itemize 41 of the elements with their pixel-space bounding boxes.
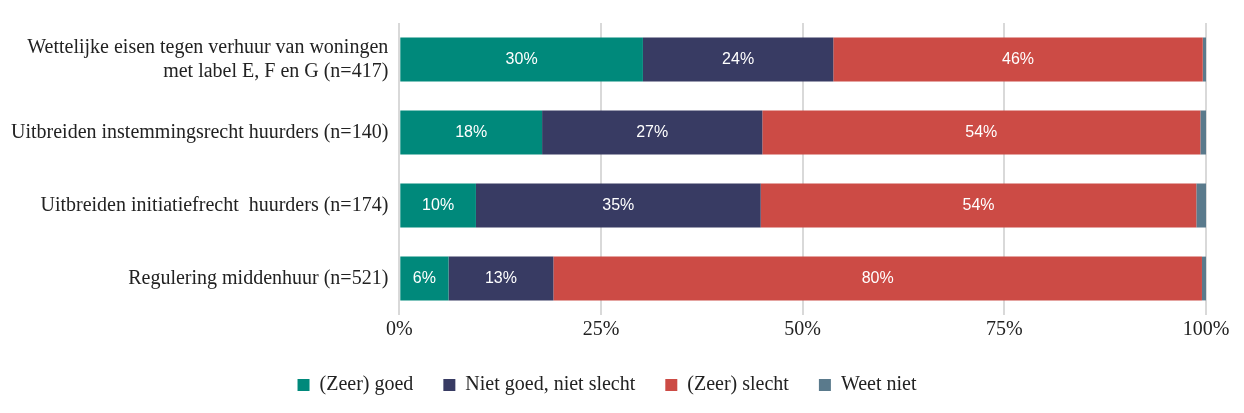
data-label: 27%	[636, 122, 669, 140]
bar	[642, 37, 834, 82]
y-tick-label: Wettelijke eisen tegen verhuur van woningen met label E, F en G (n=417)	[27, 34, 389, 82]
data-label: 54%	[962, 195, 995, 213]
data-label: 54%	[965, 122, 998, 140]
data-label: 46%	[1002, 49, 1035, 67]
bar	[762, 110, 1201, 155]
x-tick-label: 75%	[985, 317, 1023, 340]
y-tick-label: Uitbreiden initiatiefrecht huurders (n=174)	[40, 192, 389, 216]
data-label: 6%	[412, 268, 436, 286]
legend-label: Weet niet	[840, 372, 917, 395]
x-tick-label: 50%	[784, 317, 821, 340]
bar	[400, 183, 476, 228]
bar	[833, 37, 1203, 82]
bar	[760, 183, 1197, 228]
bar	[1202, 37, 1206, 82]
y-tick-label: Uitbreiden instemmingsrecht huurders (n=140)	[10, 119, 389, 143]
data-label: 10%	[422, 195, 455, 213]
data-label: 80%	[861, 268, 894, 286]
bar	[1200, 110, 1206, 155]
data-label: 13%	[484, 268, 517, 286]
x-tick-label: 25%	[582, 317, 620, 340]
x-tick-label: 100%	[1182, 317, 1230, 340]
legend-label: (Zeer) slecht	[687, 372, 790, 396]
data-label: 35%	[602, 195, 635, 213]
bar	[400, 256, 449, 301]
bar	[400, 110, 543, 155]
bar	[1201, 256, 1206, 301]
bar	[1196, 183, 1206, 228]
legend-label: Niet goed, niet slecht	[465, 372, 636, 396]
bar	[553, 256, 1202, 301]
bar	[475, 183, 761, 228]
x-tick-label: 0%	[385, 317, 413, 340]
data-label: 18%	[455, 122, 488, 140]
y-tick-label: Regulering middenhuur (n=521)	[128, 265, 389, 289]
bar	[542, 110, 763, 155]
bar	[448, 256, 554, 301]
bar	[400, 37, 643, 82]
data-label: 24%	[722, 49, 755, 67]
legend-label: (Zeer) goed	[319, 372, 414, 396]
data-label: 30%	[505, 49, 538, 67]
